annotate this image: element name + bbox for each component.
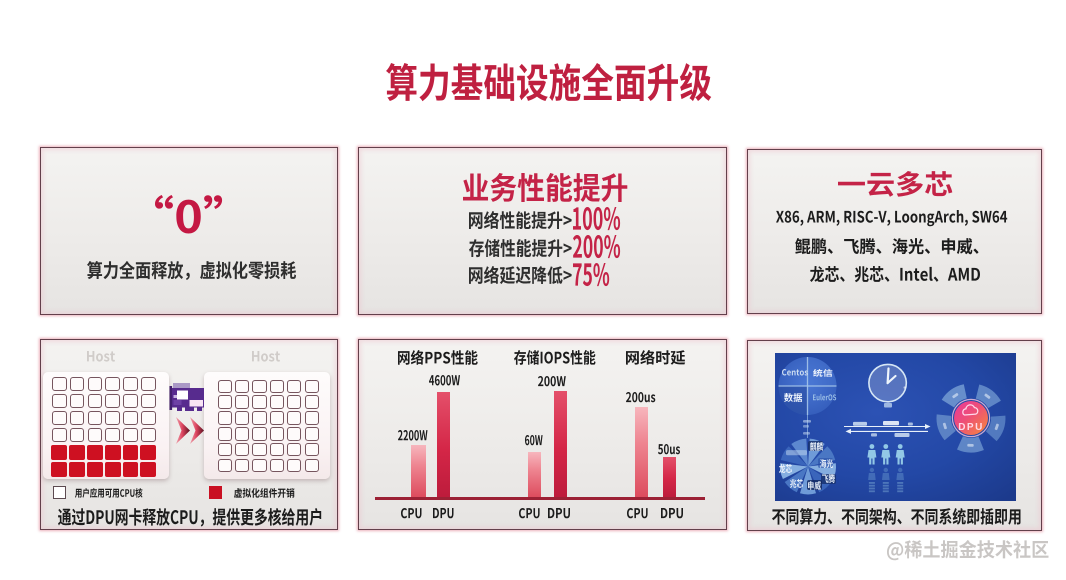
svg-text:DPU: DPU xyxy=(958,422,984,433)
